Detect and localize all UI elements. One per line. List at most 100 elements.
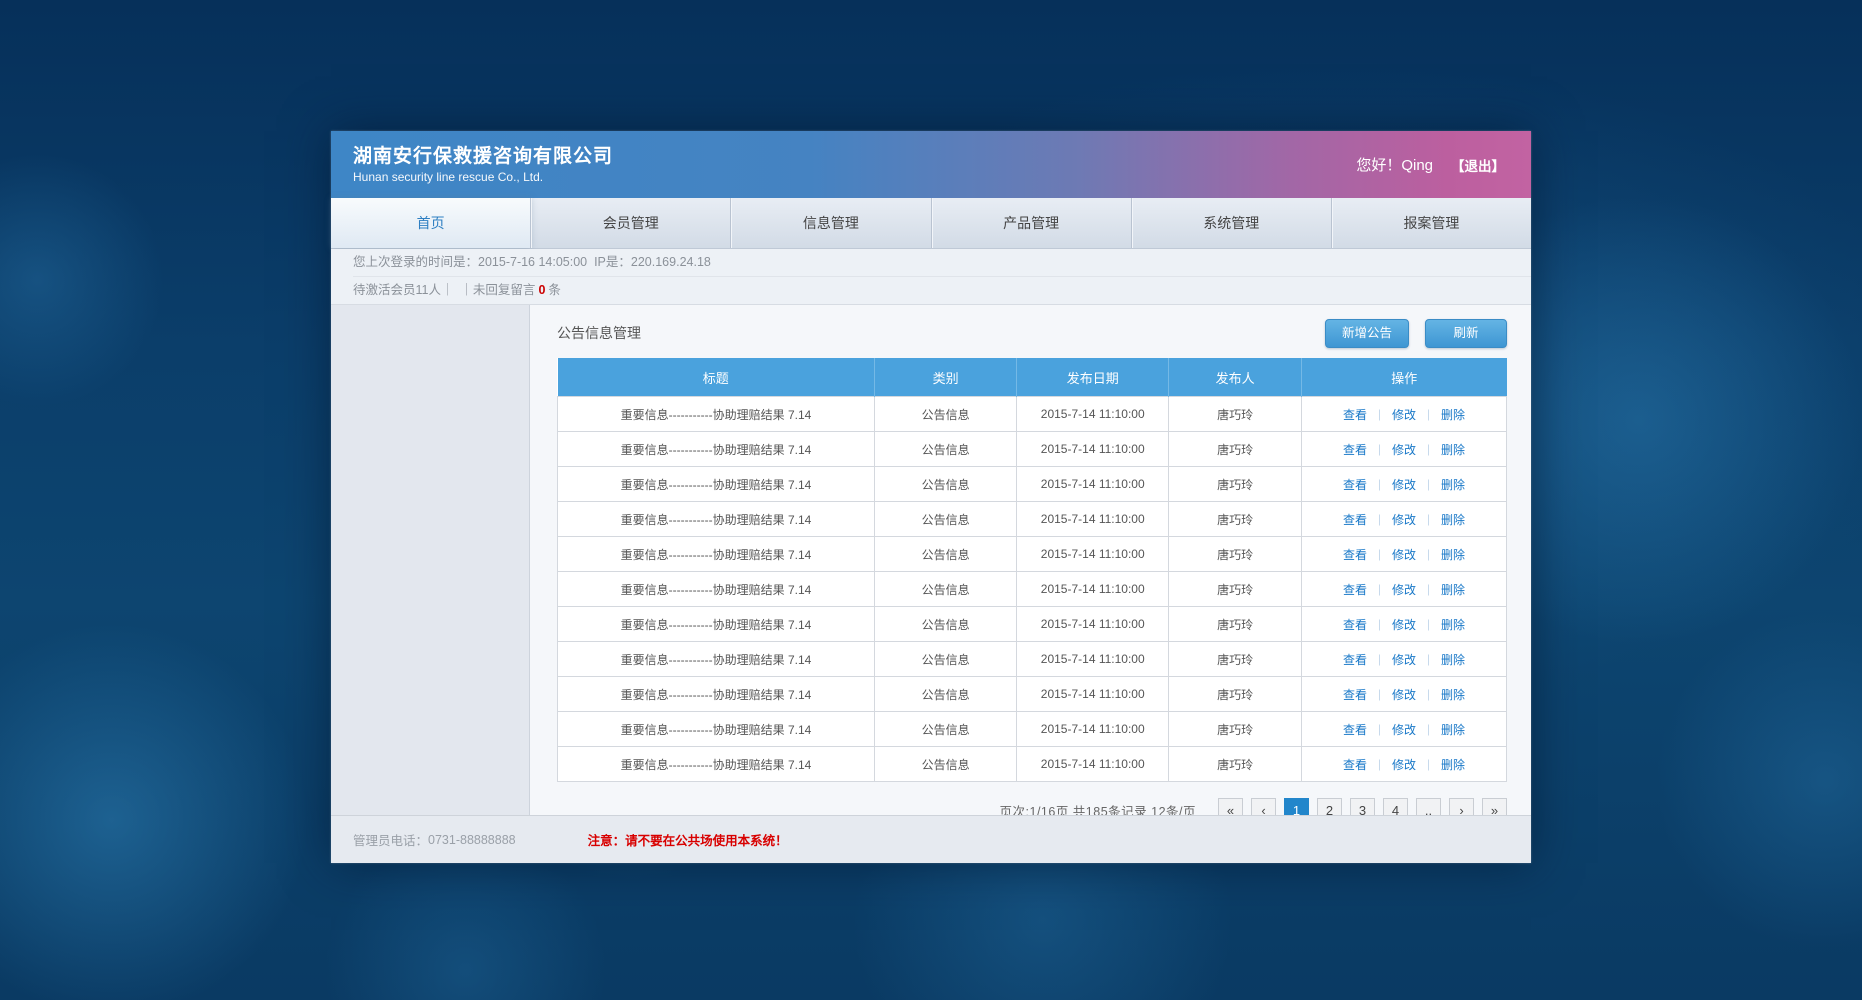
company-name-en: Hunan security line rescue Co., Ltd. [353,170,544,185]
delete-link[interactable]: 删除 [1441,722,1466,737]
table-row: 重要信息-----------协助理赔结果 7.14 公告信息 2015-7-1… [557,746,1507,782]
main-area: 公告信息管理 新增公告 刷新 标题 类别 发布日期 发布人 操作 [331,305,1531,823]
cell-publisher: 唐巧玲 [1168,501,1302,537]
edit-link[interactable]: 修改 [1391,652,1416,667]
cell-title: 重要信息-----------协助理赔结果 7.14 [557,571,875,607]
action-separator: ｜ [1373,619,1385,632]
delete-link[interactable]: 删除 [1441,407,1466,422]
delete-link[interactable]: 删除 [1441,652,1466,667]
page-title: 公告信息管理 [557,325,641,341]
cell-category: 公告信息 [873,676,1018,712]
action-separator: ｜ [1373,409,1385,422]
tab-products[interactable]: 产品管理 [932,198,1132,248]
delete-link[interactable]: 删除 [1441,582,1466,597]
logout-button[interactable]: 【退出】 [1451,158,1505,174]
ip-address: 220.169.24.18 [630,255,711,269]
view-link[interactable]: 查看 [1342,617,1367,632]
edit-link[interactable]: 修改 [1391,407,1416,422]
edit-link[interactable]: 修改 [1391,512,1416,527]
cell-actions: 查看 ｜ 修改 ｜ 删除 [1301,466,1507,502]
view-link[interactable]: 查看 [1342,687,1367,702]
action-separator: ｜ [1423,584,1434,597]
table-row: 重要信息-----------协助理赔结果 7.14 公告信息 2015-7-1… [557,501,1507,537]
refresh-button[interactable]: 刷新 [1425,318,1507,348]
cell-title: 重要信息-----------协助理赔结果 7.14 [557,501,875,537]
view-link[interactable]: 查看 [1342,442,1367,457]
cell-actions: 查看 ｜ 修改 ｜ 删除 [1301,431,1507,467]
cell-publisher: 唐巧玲 [1168,746,1302,782]
cell-date: 2015-7-14 11:10:00 [1016,431,1170,467]
edit-link[interactable]: 修改 [1391,687,1416,702]
edit-link[interactable]: 修改 [1391,477,1416,492]
action-separator: ｜ [1373,689,1385,702]
cell-publisher: 唐巧玲 [1168,641,1302,677]
delete-link[interactable]: 删除 [1441,442,1466,457]
cell-date: 2015-7-14 11:10:00 [1016,396,1170,432]
edit-link[interactable]: 修改 [1391,442,1416,457]
cell-title: 重要信息-----------协助理赔结果 7.14 [557,746,875,782]
action-separator: ｜ [1423,759,1434,772]
edit-link[interactable]: 修改 [1391,582,1416,597]
cell-category: 公告信息 [873,641,1018,677]
action-separator: ｜ [1423,724,1434,737]
action-separator: ｜ [1423,619,1434,632]
col-header-actions: 操作 [1301,358,1507,397]
content-area: 公告信息管理 新增公告 刷新 标题 类别 发布日期 发布人 操作 [530,305,1531,823]
cell-category: 公告信息 [873,466,1018,502]
view-link[interactable]: 查看 [1342,722,1367,737]
edit-link[interactable]: 修改 [1391,722,1416,737]
main-nav: 首页 会员管理 信息管理 产品管理 系统管理 报案管理 [331,198,1531,249]
tab-home[interactable]: 首页 [331,198,532,248]
add-announcement-button[interactable]: 新增公告 [1324,318,1409,348]
cell-actions: 查看 ｜ 修改 ｜ 删除 [1301,571,1507,607]
tab-members[interactable]: 会员管理 [531,198,732,248]
app-window: 湖南安行保救援咨询有限公司 Hunan security line rescue… [331,131,1531,863]
action-separator: ｜ [1423,479,1434,492]
delete-link[interactable]: 删除 [1441,477,1466,492]
action-separator: ｜ [1423,549,1434,562]
cell-category: 公告信息 [873,431,1018,467]
action-separator: ｜ [1423,514,1434,527]
cell-title: 重要信息-----------协助理赔结果 7.14 [557,396,875,432]
cell-publisher: 唐巧玲 [1168,396,1302,432]
cell-date: 2015-7-14 11:10:00 [1016,676,1170,712]
action-separator: ｜ [1423,689,1434,702]
admin-phone: 0731-88888888 [428,832,516,847]
header: 湖南安行保救援咨询有限公司 Hunan security line rescue… [331,131,1531,198]
delete-link[interactable]: 删除 [1441,512,1466,527]
cell-category: 公告信息 [873,711,1018,747]
cell-date: 2015-7-14 11:10:00 [1016,536,1170,572]
cell-date: 2015-7-14 11:10:00 [1016,746,1170,782]
cell-category: 公告信息 [873,501,1018,537]
cell-date: 2015-7-14 11:10:00 [1016,606,1170,642]
tab-reports[interactable]: 报案管理 [1332,198,1531,248]
view-link[interactable]: 查看 [1342,477,1367,492]
view-link[interactable]: 查看 [1342,757,1367,772]
delete-link[interactable]: 删除 [1441,547,1466,562]
view-link[interactable]: 查看 [1342,652,1367,667]
last-login-label: 您上次登录的时间是： [353,255,479,269]
cell-actions: 查看 ｜ 修改 ｜ 删除 [1301,711,1507,747]
cell-category: 公告信息 [873,606,1018,642]
view-link[interactable]: 查看 [1342,512,1367,527]
delete-link[interactable]: 删除 [1441,617,1466,632]
edit-link[interactable]: 修改 [1391,617,1416,632]
table-row: 重要信息-----------协助理赔结果 7.14 公告信息 2015-7-1… [557,396,1507,432]
action-separator: ｜ [1423,654,1434,667]
edit-link[interactable]: 修改 [1391,757,1416,772]
view-link[interactable]: 查看 [1342,547,1367,562]
cell-publisher: 唐巧玲 [1168,676,1302,712]
delete-link[interactable]: 删除 [1441,687,1466,702]
footer: 管理员电话： 0731-88888888 注意：请不要在公共场使用本系统！ [331,815,1531,863]
view-link[interactable]: 查看 [1342,582,1367,597]
action-separator: ｜ [1373,584,1385,597]
cell-title: 重要信息-----------协助理赔结果 7.14 [557,711,875,747]
cell-title: 重要信息-----------协助理赔结果 7.14 [557,431,875,467]
view-link[interactable]: 查看 [1342,407,1367,422]
delete-link[interactable]: 删除 [1441,757,1466,772]
tab-information[interactable]: 信息管理 [731,198,932,248]
edit-link[interactable]: 修改 [1391,547,1416,562]
tab-system[interactable]: 系统管理 [1132,198,1332,248]
announcements-table: 标题 类别 发布日期 发布人 操作 重要信息-----------协助理赔结果 … [557,358,1507,782]
action-separator: ｜ [1373,549,1385,562]
